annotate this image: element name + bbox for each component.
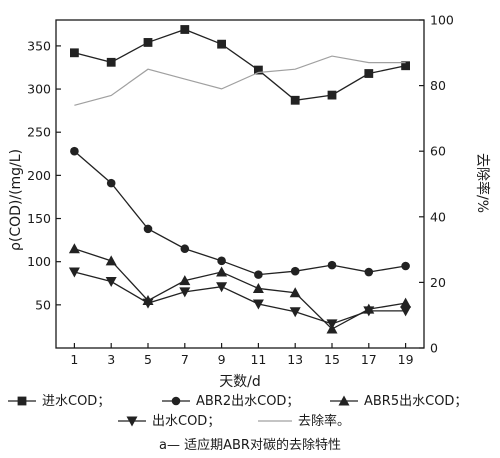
series-line	[73, 150, 406, 276]
legend-entry: ABR5出水COD；	[330, 394, 467, 409]
data-point	[217, 256, 226, 266]
legend-label: 去除率。	[298, 413, 350, 429]
data-point	[401, 61, 410, 71]
series-line	[74, 248, 406, 330]
legend-label: 进水COD；	[42, 394, 110, 409]
legend-entry: 去除率。	[258, 413, 350, 429]
data-point	[327, 90, 337, 100]
series-line	[74, 28, 406, 101]
data-point	[179, 275, 191, 286]
data-point	[105, 255, 117, 266]
y-left-tick-label: 100	[27, 254, 51, 269]
legend-entry: ABR2出水COD；	[162, 394, 299, 409]
data-point	[252, 282, 264, 293]
legend: 进水COD； ABR2出水COD； ABR5出水COD； 出水COD； 去除率。	[8, 394, 467, 429]
data-point	[252, 299, 264, 310]
data-point	[327, 260, 337, 270]
series-4	[68, 267, 412, 330]
data-point	[289, 307, 301, 318]
legend-marker	[338, 395, 350, 406]
series-2	[70, 146, 410, 279]
data-point	[290, 95, 300, 105]
data-point	[68, 267, 80, 278]
data-point	[105, 277, 117, 288]
x-tick-label: 19	[398, 352, 414, 367]
x-tick-label: 15	[324, 352, 340, 367]
x-tick-label: 13	[287, 352, 303, 367]
legend-label: ABR2出水COD；	[196, 394, 299, 409]
y-left-tick-label: 200	[27, 168, 51, 183]
data-point	[70, 146, 79, 156]
y-left-tick-label: 350	[27, 38, 51, 53]
data-point	[180, 244, 190, 254]
data-point	[216, 282, 228, 293]
x-axis-label: 天数/d	[219, 374, 261, 390]
legend-entry: 进水COD；	[8, 394, 110, 409]
x-tick-label: 11	[250, 352, 266, 367]
x-tick-label: 3	[107, 352, 115, 367]
data-point	[401, 261, 410, 271]
y-axis-right-label: 去除率/%	[474, 153, 491, 213]
data-point	[216, 266, 228, 277]
data-point	[364, 267, 374, 277]
legend-marker	[171, 396, 181, 406]
x-tick-label: 9	[218, 352, 226, 367]
y-axis-left-label: ρ(COD)/(mg/L)	[8, 149, 24, 251]
data-point	[143, 38, 153, 47]
data-point	[142, 298, 154, 309]
series-5	[74, 55, 406, 106]
data-point	[290, 266, 300, 276]
data-point	[180, 25, 190, 34]
legend-label: 出水COD；	[152, 414, 220, 429]
y-right-tick-label: 0	[430, 341, 438, 356]
data-point	[364, 69, 374, 78]
data-point	[70, 48, 79, 58]
data-point	[289, 287, 301, 298]
x-tick-label: 1	[70, 352, 78, 367]
data-point	[217, 39, 226, 49]
figure-caption: a— 适应期ABR对碳的去除特性	[159, 437, 341, 453]
data-point	[326, 319, 338, 330]
data-point	[254, 65, 263, 75]
y-left-tick-label: 250	[27, 125, 51, 140]
y-right-tick-label: 20	[430, 275, 446, 290]
y-right-tick-label: 100	[430, 13, 454, 28]
series-3	[68, 243, 412, 334]
data-point	[106, 57, 116, 67]
data-point	[68, 243, 80, 254]
data-point	[106, 178, 116, 188]
legend-marker	[126, 416, 138, 427]
y-right-tick-label: 80	[430, 78, 446, 93]
legend-entry: 出水COD；	[118, 414, 220, 429]
legend-marker	[17, 396, 27, 406]
data-point	[400, 306, 412, 317]
data-point	[363, 306, 375, 317]
series-1	[70, 25, 410, 105]
series-line	[74, 55, 406, 106]
plot-frame	[55, 19, 425, 349]
x-tick-label: 5	[144, 352, 152, 367]
data-point	[254, 270, 263, 279]
data-point	[143, 224, 153, 234]
series-line	[74, 271, 406, 325]
x-tick-label: 17	[361, 352, 377, 367]
x-tick-label: 7	[181, 352, 189, 367]
y-left-tick-label: 300	[27, 82, 51, 97]
y-right-tick-label: 60	[430, 144, 446, 159]
y-left-tick-label: 150	[27, 211, 51, 226]
data-point	[400, 297, 412, 308]
data-point	[179, 287, 191, 298]
legend-label: ABR5出水COD；	[364, 394, 467, 409]
y-right-tick-label: 40	[430, 209, 446, 224]
y-left-tick-label: 50	[35, 297, 51, 312]
